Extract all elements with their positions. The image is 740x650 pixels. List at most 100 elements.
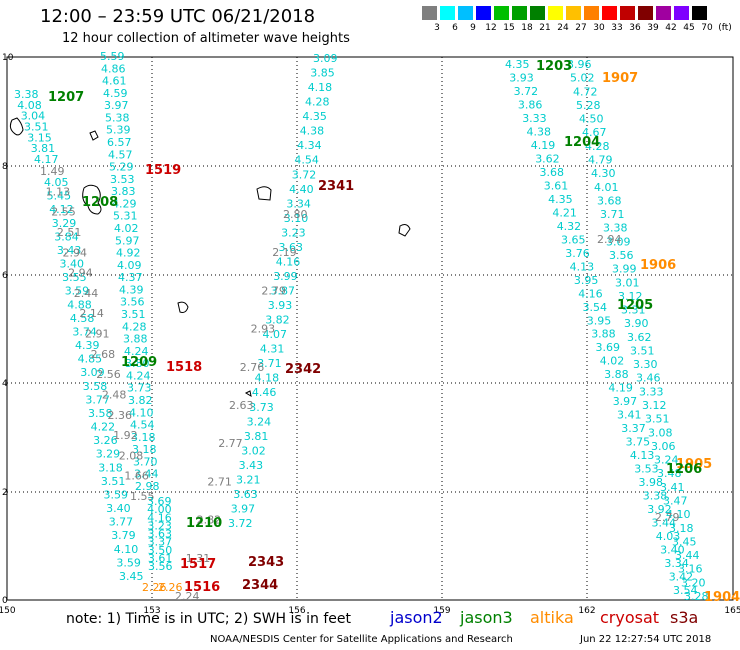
track-value: 5.28	[576, 99, 601, 112]
track-value: 3.62	[627, 331, 652, 344]
track-value: 4.19	[608, 382, 633, 395]
colorbar-label: 30	[593, 23, 605, 33]
colorbar-swatch	[638, 6, 653, 20]
track-value: 2.51	[57, 226, 82, 239]
footer-credit: NOAA/NESDIS Center for Satellite Applica…	[210, 634, 513, 645]
colorbar-swatch	[422, 6, 437, 20]
track-value: 4.18	[255, 372, 280, 385]
colorbar-label: (ft)	[718, 23, 732, 33]
track-value: 3.96	[567, 58, 592, 71]
legend-item-jason3: jason3	[460, 608, 513, 627]
colorbar-swatch	[674, 6, 689, 20]
colorbar-swatch	[620, 6, 635, 20]
colorbar-swatch	[692, 6, 707, 20]
track-value: 4.39	[75, 339, 100, 352]
track-value: 3.18	[132, 443, 157, 456]
pass-label: 2343	[248, 555, 284, 570]
track-value: 2.44	[74, 287, 99, 300]
x-tick-label: 162	[578, 606, 595, 616]
track-value: 4.22	[91, 421, 116, 434]
track-value: 3.24	[247, 415, 272, 428]
track-value: 3.37	[621, 422, 646, 435]
colorbar-label: 12	[485, 23, 497, 33]
track-value: 3.55	[62, 271, 87, 284]
track-value: 4.35	[302, 110, 327, 123]
pass-label: 1203	[536, 59, 572, 74]
axis-labels: 150 153 156 159 162 165 0 2 4 6 8 10	[0, 53, 740, 616]
track-value: 3.02	[241, 444, 265, 457]
track-value: 4.40	[289, 183, 314, 196]
track-value: 3.51	[121, 308, 146, 321]
track-value: 3.84	[54, 230, 79, 243]
track-value: 3.40	[106, 502, 131, 515]
track-value: 3.28	[684, 590, 709, 603]
track-value: 3.44	[652, 517, 677, 530]
track-value: 4.37	[118, 271, 143, 284]
y-tick-label: 0	[2, 596, 8, 606]
track-value: 3.30	[633, 358, 658, 371]
track-value: 3.62	[535, 152, 560, 165]
track-value: 3.53	[110, 173, 135, 186]
track-value: 3.63	[148, 528, 173, 541]
track-value: 3.29	[52, 217, 77, 230]
colorbar-label: 15	[503, 23, 515, 33]
track-value: 3.93	[509, 72, 534, 85]
track-value: 3.58	[88, 407, 113, 420]
track-value: 3.33	[522, 112, 547, 125]
track-value: 3.77	[85, 393, 110, 406]
track-value: 2.19	[272, 246, 297, 259]
island-outline	[398, 224, 411, 237]
pass-label: 1519	[145, 163, 181, 178]
track-value: 3.40	[660, 544, 685, 557]
track-value: 3.88	[123, 333, 148, 346]
track-value: 3.38	[14, 88, 39, 101]
colorbar-label: 70	[701, 23, 713, 33]
track-value: 3.34	[664, 557, 689, 570]
track-value: 4.54	[294, 154, 319, 167]
track-value: 3.10	[284, 212, 309, 225]
track-value: 4.28	[122, 320, 147, 333]
track-value: 3.97	[613, 395, 638, 408]
track-value: 2.68	[91, 348, 116, 361]
track-value: 3.68	[597, 194, 622, 207]
map-subtitle: 12 hour collection of altimeter wave hei…	[62, 31, 350, 46]
track-value: 3.95	[574, 274, 599, 287]
track-value: 3.71	[600, 208, 625, 221]
pass-label: 2341	[318, 179, 354, 194]
track-value: 3.59	[116, 556, 140, 569]
track-value: 4.28	[585, 140, 610, 153]
track-value: 2.26	[158, 581, 183, 594]
track-value: 4.57	[108, 148, 133, 161]
track-value: 2.80	[283, 208, 308, 221]
track-value: 2.08	[119, 449, 144, 462]
track-value: 5.59	[100, 50, 125, 63]
track-value: 4.30	[591, 167, 616, 180]
track-value: 2.79	[261, 284, 286, 297]
track-value: 4.10	[114, 543, 139, 556]
x-tick-label: 159	[433, 606, 450, 616]
pass-label: 1516	[184, 580, 220, 595]
track-value: 3.61	[148, 552, 173, 565]
colorbar-swatch	[602, 6, 617, 20]
colorbar-label: 6	[452, 23, 458, 33]
track-value: 2.63	[229, 399, 254, 412]
island-outline	[82, 184, 102, 215]
track-value: 4.50	[579, 113, 604, 126]
track-value: 4.16	[276, 255, 301, 268]
track-value: 4.24	[124, 345, 149, 358]
track-value: 3.88	[604, 368, 629, 381]
track-value: 4.35	[548, 193, 573, 206]
colorbar-swatch	[530, 6, 545, 20]
track-value: 3.99	[273, 270, 298, 283]
pass-label: 1904	[704, 590, 740, 605]
pass-label: 2342	[285, 362, 321, 377]
track-value: 2.79	[655, 511, 680, 524]
track-value: 3.09	[606, 235, 631, 248]
legend-note: note: 1) Time is in UTC; 2) SWH is in fe…	[66, 611, 352, 627]
track-value: 3.18	[98, 461, 123, 474]
track-value: 4.54	[130, 419, 155, 432]
colorbar-label: 39	[647, 23, 659, 33]
track-value: 3.33	[639, 385, 664, 398]
y-tick-label: 6	[2, 271, 8, 281]
track-value: 4.28	[305, 96, 330, 109]
